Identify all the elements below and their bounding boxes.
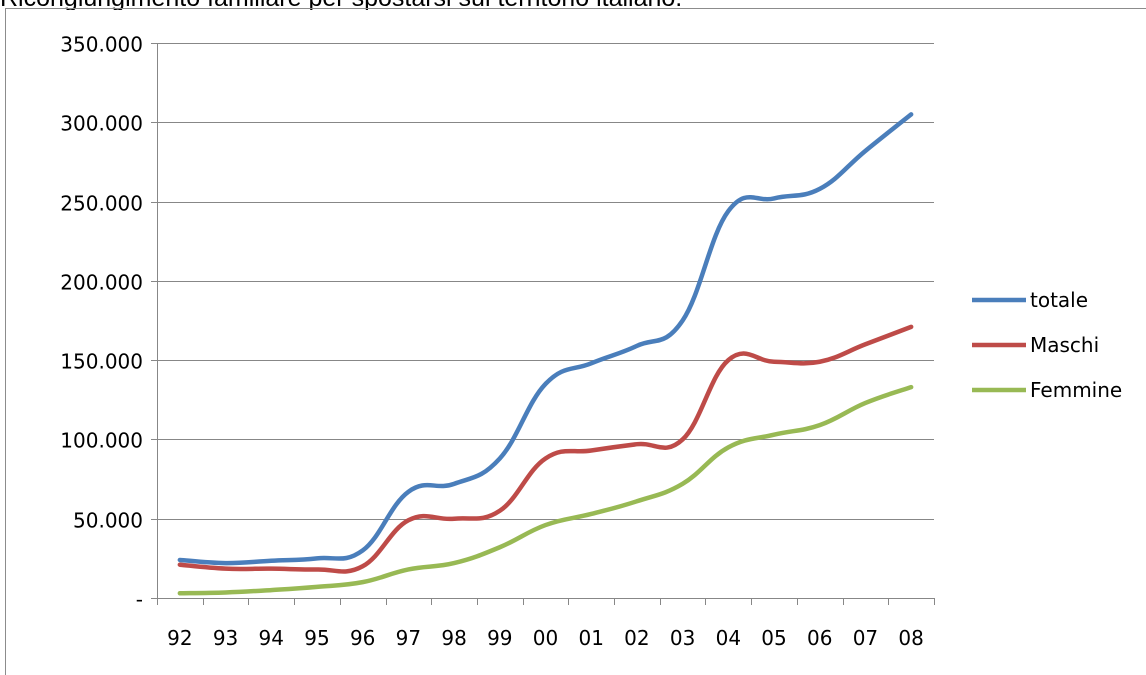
- legend-label-femmine: Femmine: [1030, 378, 1122, 402]
- x-tick-label: 06: [807, 626, 832, 650]
- y-axis-tick-labels: - 50.000 100.000 150.000 200.000 250.000 300.0…: [60, 33, 143, 612]
- chart-caption: Ricongiungimento familiare per spostarsi…: [0, 0, 1146, 10]
- x-tick-label: 07: [853, 626, 878, 650]
- x-tick-label: 05: [761, 626, 786, 650]
- series-lines: [177, 112, 914, 596]
- x-tick-label: 94: [259, 626, 284, 650]
- series-line-totale: [177, 112, 914, 566]
- y-tick-label: 250.000: [60, 192, 143, 216]
- x-tick-label: 96: [350, 626, 375, 650]
- x-tick-label: 04: [716, 626, 741, 650]
- x-tick-label: 98: [441, 626, 466, 650]
- y-tick-label: 200.000: [60, 271, 143, 295]
- series-line-femmine: [177, 384, 914, 596]
- x-tick-label: 01: [578, 626, 603, 650]
- y-tick-label: 150.000: [60, 350, 143, 374]
- y-tick-label: 300.000: [60, 112, 143, 136]
- axes: [151, 43, 935, 605]
- y-tick-label: 350.000: [60, 33, 143, 57]
- legend-label-totale: totale: [1030, 288, 1088, 312]
- legend: totale Maschi Femmine: [972, 288, 1122, 402]
- gridlines: [157, 43, 934, 520]
- x-axis-tick-labels: 92 93 94 95 96 97 98 99 00 01 02 03 04 05 06 07 08: [167, 626, 924, 650]
- y-tick-label: 100.000: [60, 429, 143, 453]
- x-tick-label: 93: [213, 626, 238, 650]
- x-tick-label: 99: [487, 626, 512, 650]
- x-tick-label: 92: [167, 626, 192, 650]
- x-tick-label: 00: [533, 626, 558, 650]
- x-tick-label: 95: [304, 626, 329, 650]
- x-tick-label: 08: [898, 626, 923, 650]
- y-tick-label: 50.000: [73, 509, 143, 533]
- legend-label-maschi: Maschi: [1030, 333, 1099, 357]
- series-line-maschi: [177, 324, 914, 574]
- x-tick-label: 97: [396, 626, 421, 650]
- x-tick-label: 03: [670, 626, 695, 650]
- y-tick-label: -: [136, 588, 143, 612]
- x-tick-label: 02: [624, 626, 649, 650]
